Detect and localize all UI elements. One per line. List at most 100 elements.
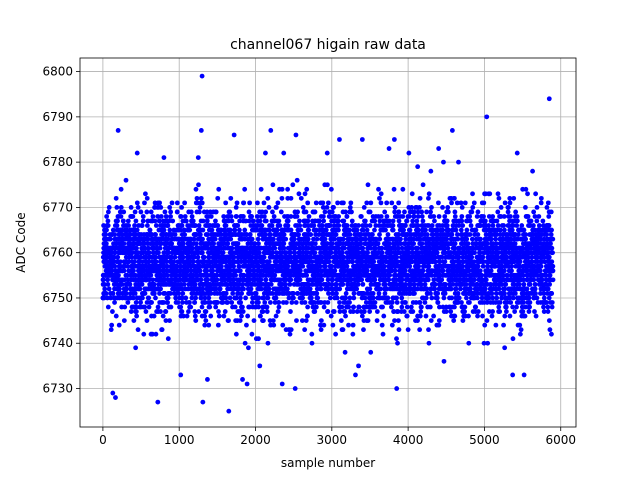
- data-point: [418, 309, 424, 314]
- data-point: [132, 209, 138, 215]
- data-point: [144, 223, 150, 228]
- data-point: [278, 209, 284, 215]
- data-point: [444, 218, 450, 224]
- data-point: [414, 218, 420, 224]
- data-point: [158, 214, 164, 219]
- data-point: [469, 209, 475, 215]
- data-point: [124, 291, 129, 296]
- data-point: [137, 286, 143, 292]
- data-point: [140, 295, 145, 301]
- data-point: [479, 295, 485, 301]
- data-point: [238, 295, 243, 301]
- data-point: [193, 318, 199, 323]
- data-point: [417, 236, 423, 242]
- data-point: [322, 209, 328, 215]
- data-point: [471, 200, 477, 206]
- data-point: [200, 236, 205, 242]
- data-point: [334, 281, 339, 287]
- data-point: [477, 250, 483, 256]
- data-point: [381, 313, 387, 319]
- data-point: [111, 254, 117, 260]
- data-point: [264, 304, 270, 310]
- data-point: [385, 295, 391, 301]
- data-point: [409, 191, 415, 197]
- data-point: [336, 214, 342, 219]
- data-point: [169, 200, 175, 206]
- data-point: [229, 218, 235, 224]
- data-point: [432, 218, 437, 224]
- data-point: [207, 300, 213, 305]
- data-point: [398, 241, 404, 247]
- data-point: [304, 272, 310, 278]
- data-point: [197, 209, 202, 215]
- data-point: [131, 318, 137, 323]
- data-point: [108, 295, 114, 301]
- data-point: [246, 209, 252, 215]
- data-point: [231, 263, 237, 269]
- data-point: [459, 218, 465, 224]
- data-point: [297, 223, 303, 228]
- data-point: [428, 168, 434, 174]
- data-point: [318, 327, 324, 333]
- data-point: [192, 223, 198, 228]
- data-point: [344, 223, 350, 228]
- data-point: [372, 277, 378, 283]
- data-point: [320, 205, 326, 210]
- data-point: [303, 209, 309, 215]
- data-point: [230, 291, 236, 296]
- data-point: [121, 241, 127, 247]
- data-point: [337, 300, 342, 305]
- data-point: [204, 232, 210, 237]
- data-point: [138, 254, 144, 260]
- data-point: [437, 304, 442, 310]
- data-point: [296, 191, 302, 197]
- data-point: [392, 318, 397, 323]
- data-point: [426, 327, 431, 333]
- data-point: [104, 295, 110, 301]
- data-point: [349, 209, 354, 215]
- data-point: [151, 291, 157, 296]
- data-point: [440, 304, 446, 310]
- data-point: [201, 254, 207, 260]
- data-point: [103, 241, 109, 247]
- data-point: [439, 277, 445, 283]
- data-point: [234, 214, 239, 219]
- data-point: [142, 245, 148, 251]
- data-point: [121, 268, 127, 274]
- data-point: [257, 363, 263, 369]
- data-point: [257, 218, 263, 224]
- data-point: [360, 227, 366, 233]
- data-point: [448, 250, 454, 256]
- data-point: [412, 291, 417, 296]
- data-point: [285, 223, 291, 228]
- data-point: [105, 223, 111, 228]
- data-point: [269, 291, 275, 296]
- data-point: [199, 304, 205, 310]
- data-point: [161, 300, 167, 305]
- data-point: [389, 300, 395, 305]
- data-point: [285, 186, 291, 192]
- data-point: [456, 295, 462, 301]
- data-point: [404, 313, 410, 319]
- data-point: [231, 254, 237, 260]
- data-point: [411, 281, 417, 287]
- data-point: [454, 200, 460, 206]
- data-point: [211, 241, 217, 247]
- data-point: [138, 209, 144, 215]
- data-point: [288, 277, 294, 283]
- data-point: [319, 277, 325, 283]
- data-point: [429, 223, 435, 228]
- data-point: [423, 295, 429, 301]
- data-point: [146, 304, 152, 310]
- data-point: [261, 254, 267, 260]
- data-point: [395, 232, 401, 237]
- data-point: [146, 295, 152, 301]
- data-point: [361, 309, 367, 314]
- data-point: [380, 304, 385, 310]
- data-point: [410, 245, 415, 251]
- data-point: [256, 304, 262, 310]
- data-point: [327, 223, 333, 228]
- data-point: [302, 327, 308, 333]
- data-point: [105, 277, 111, 283]
- data-point: [290, 291, 296, 296]
